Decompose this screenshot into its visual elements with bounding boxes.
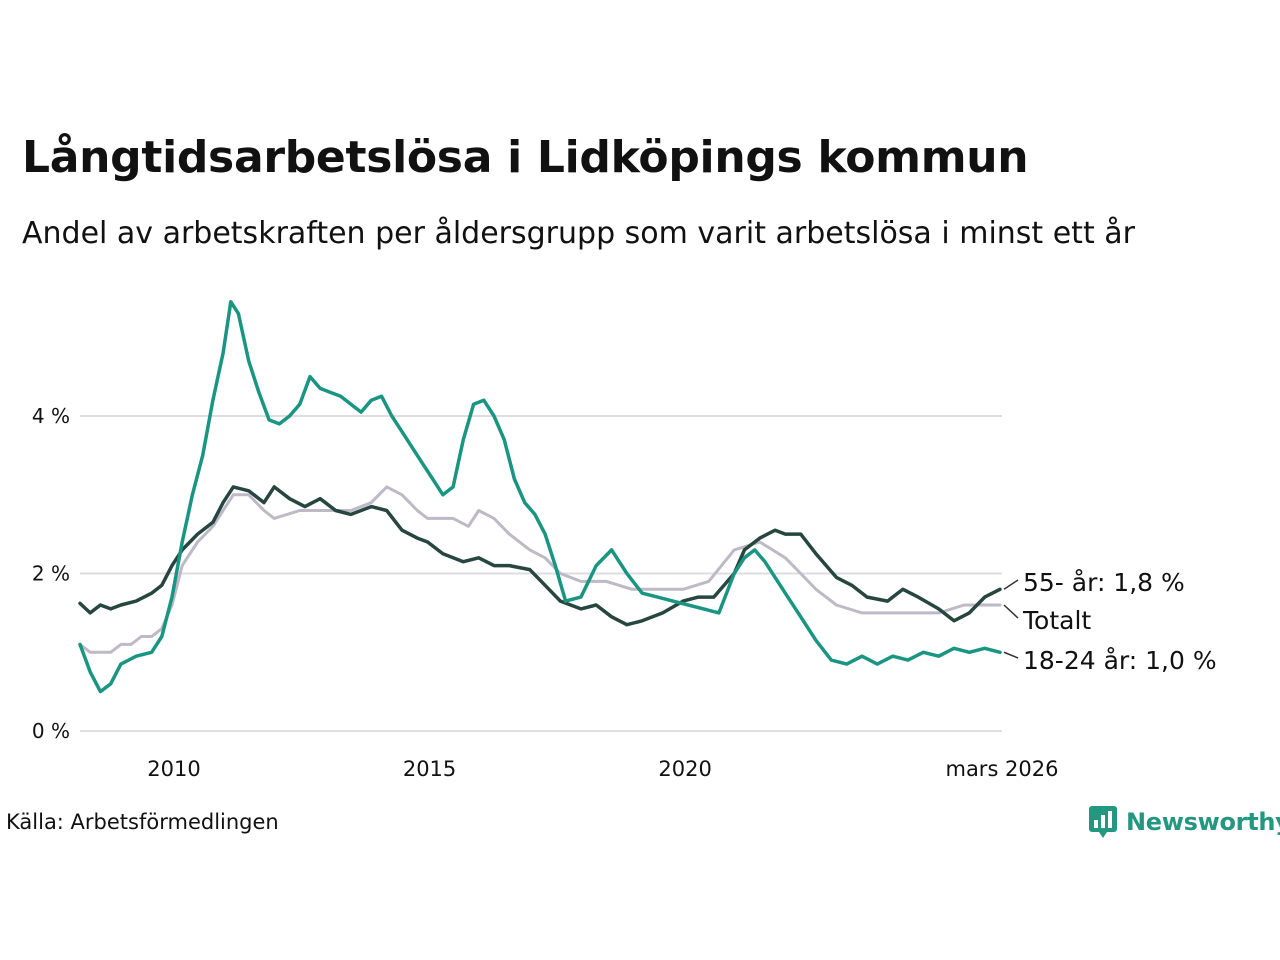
end-label-senior: 55- år: 1,8 %: [1023, 568, 1185, 597]
chart-title: Långtidsarbetslösa i Lidköpings kommun: [22, 132, 1029, 183]
x-tick-label: mars 2026: [945, 757, 1058, 781]
end-label-total: Totalt: [1022, 606, 1091, 635]
x-tick-label: 2020: [658, 757, 711, 781]
y-tick-label: 4 %: [32, 404, 70, 428]
x-tick-label: 2015: [403, 757, 456, 781]
newsworthy-logo: Newsworthy: [1088, 804, 1280, 840]
y-tick-label: 0 %: [32, 719, 70, 743]
series-line-senior: [78, 485, 1002, 627]
x-tick-label: 2010: [147, 757, 200, 781]
end-label-youth: 18-24 år: 1,0 %: [1023, 646, 1217, 675]
chart-subtitle: Andel av arbetskraften per åldersgrupp s…: [22, 216, 1135, 251]
series-line-youth: [78, 300, 1002, 694]
end-label-leader-total: [1003, 604, 1019, 619]
end-label-leader-senior: [1003, 579, 1019, 590]
source-note: Källa: Arbetsförmedlingen: [6, 810, 279, 834]
end-label-leader-youth: [1003, 651, 1019, 659]
newsworthy-logo-text: Newsworthy: [1126, 808, 1280, 836]
y-tick-label: 2 %: [32, 562, 70, 586]
newsworthy-logo-icon: [1089, 806, 1117, 838]
